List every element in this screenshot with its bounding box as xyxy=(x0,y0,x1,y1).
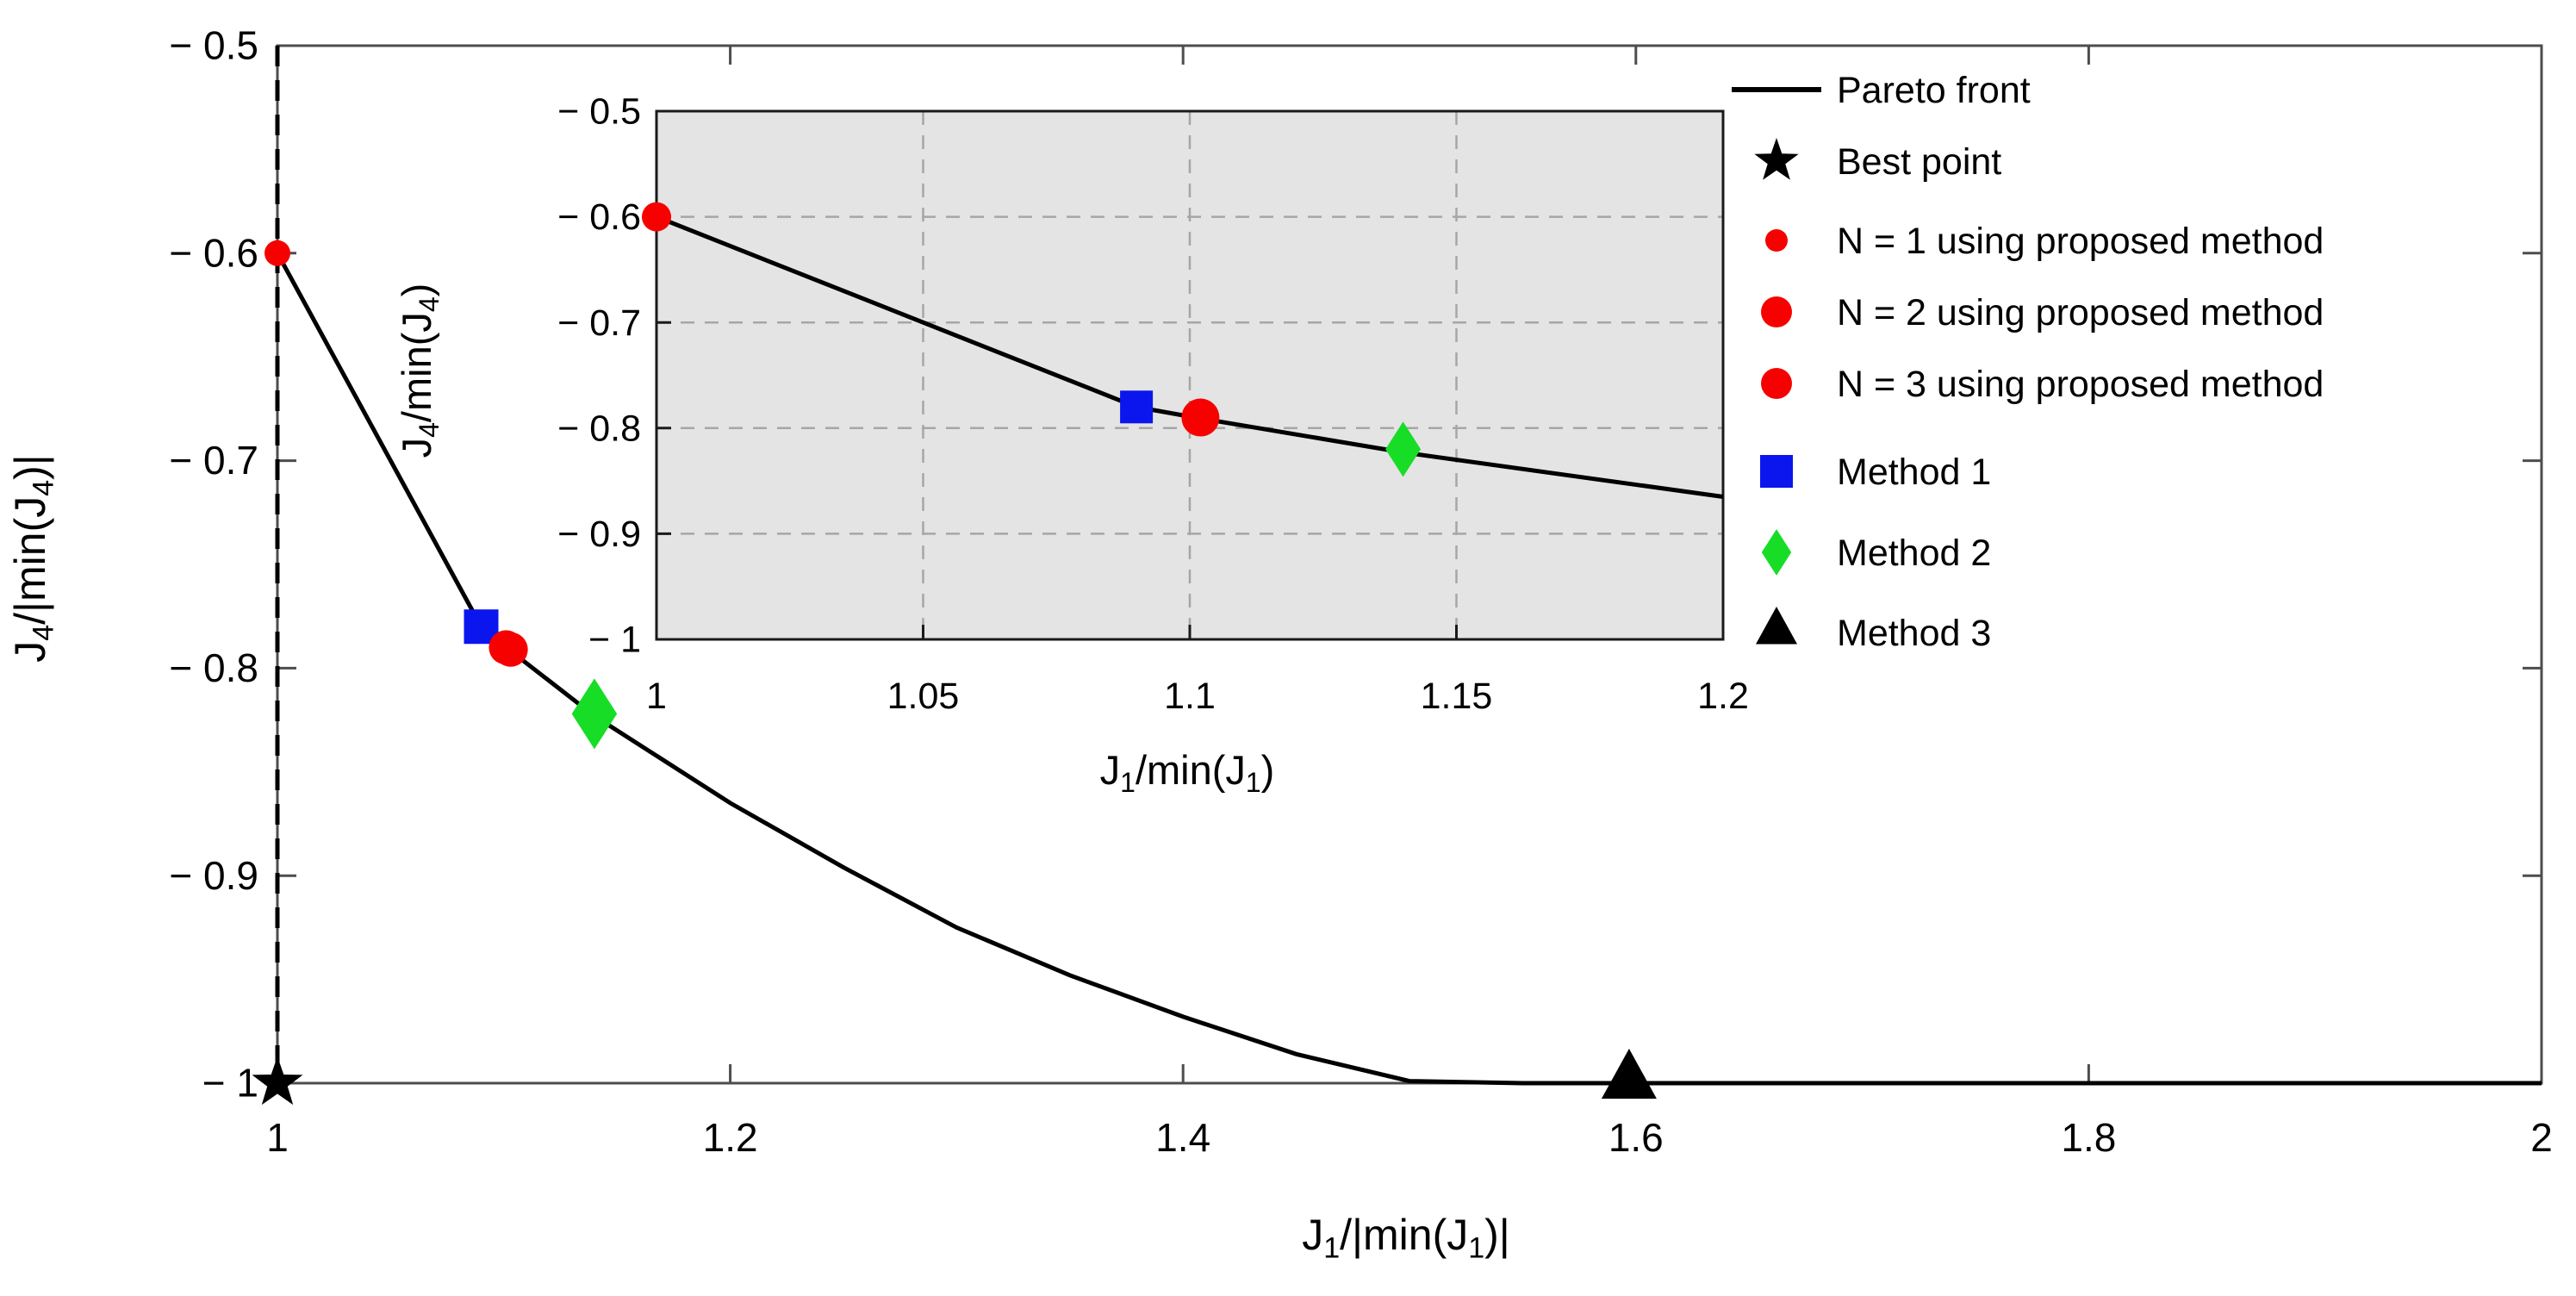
y-tick-label: − 0.5 xyxy=(169,23,258,68)
main-method-2-marker xyxy=(571,678,618,750)
legend-item-method-3: Method 3 xyxy=(1756,607,1991,654)
legend-dot-icon xyxy=(1761,368,1792,399)
inset-method-2-marker xyxy=(1385,421,1422,477)
main-y-axis-label: J4/|min(J4)| xyxy=(6,454,60,663)
legend-item-pareto-front: Pareto front xyxy=(1732,70,2031,111)
legend-item-n-2-using-proposed-method: N = 2 using proposed method xyxy=(1761,292,2324,333)
y-tick-label: − 0.9 xyxy=(557,514,641,555)
y-tick-label: − 0.9 xyxy=(169,853,258,898)
legend-dot-icon xyxy=(1765,229,1788,252)
x-tick-label: 1.05 xyxy=(887,676,960,717)
legend-label: Pareto front xyxy=(1837,70,2031,111)
inset-x-axis-label: J1/min(J1) xyxy=(1100,747,1275,798)
main-n-1-using-proposed-method-marker xyxy=(264,240,290,266)
legend-label: Method 3 xyxy=(1837,613,1991,654)
legend-item-n-1-using-proposed-method: N = 1 using proposed method xyxy=(1765,221,2324,262)
legend-item-n-3-using-proposed-method: N = 3 using proposed method xyxy=(1761,364,2324,405)
main-x-axis-label: J1/|min(J1)| xyxy=(1302,1211,1510,1265)
x-tick-label: 1.1 xyxy=(1164,676,1216,717)
main-best-point-marker xyxy=(252,1056,303,1106)
y-tick-label: − 0.7 xyxy=(557,302,641,344)
legend-label: Method 2 xyxy=(1837,533,1991,574)
main-n-3-using-proposed-method-marker xyxy=(493,632,528,667)
y-tick-label: − 0.5 xyxy=(557,91,641,133)
main-tick-labels: 1 1.2 1.4 1.6 1.8 2 − 0.5 − 0.6 − 0.7 − 0.8 − 0.9 −… xyxy=(169,23,2552,1160)
inset-n-1-using-proposed-method-marker xyxy=(642,202,671,232)
main-method-3-marker xyxy=(1601,1049,1657,1099)
legend: Pareto front Best point N = 1 using propos… xyxy=(1732,70,2324,654)
inset-plot: 1 1.05 1.1 1.15 1.2 − 0.5 − 0.6 − 0.7 − 0.8 − 0.9… xyxy=(394,91,1749,798)
x-tick-label: 1 xyxy=(646,676,667,717)
legend-label: Best point xyxy=(1837,141,2001,183)
x-tick-label: 1 xyxy=(266,1115,289,1160)
y-tick-label: − 0.6 xyxy=(557,196,641,238)
legend-diamond-icon xyxy=(1761,529,1792,576)
legend-star-icon xyxy=(1754,138,1799,180)
legend-dot-icon xyxy=(1761,296,1792,327)
legend-label: N = 3 using proposed method xyxy=(1837,364,2324,405)
legend-item-method-2: Method 2 xyxy=(1761,529,1991,576)
y-tick-label: − 0.8 xyxy=(169,645,258,690)
legend-label: N = 2 using proposed method xyxy=(1837,292,2324,333)
inset-method-1-marker xyxy=(1120,390,1154,424)
x-tick-label: 1.6 xyxy=(1608,1115,1664,1160)
main-plot: 1 1.2 1.4 1.6 1.8 2 − 0.5 − 0.6 − 0.7 − 0.8 − 0.9 −… xyxy=(6,23,2553,1265)
y-tick-label: − 1 xyxy=(202,1061,258,1106)
inset-n-2-using-proposed-method-marker xyxy=(1181,398,1220,437)
y-tick-label: − 0.7 xyxy=(169,438,258,483)
inset-y-axis-label: J4/min(J4) xyxy=(394,284,445,458)
inset-tick-labels: 1 1.05 1.1 1.15 1.2 − 0.5 − 0.6 − 0.7 − 0.8 − 0.9… xyxy=(557,91,1749,717)
legend-label: Method 1 xyxy=(1837,452,1991,493)
y-tick-label: − 0.6 xyxy=(169,230,258,275)
x-tick-label: 1.2 xyxy=(703,1115,758,1160)
legend-item-method-1: Method 1 xyxy=(1760,452,1991,493)
legend-item-best-point: Best point xyxy=(1754,138,2001,183)
x-tick-label: 1.2 xyxy=(1697,676,1749,717)
x-tick-label: 1.15 xyxy=(1421,676,1493,717)
legend-square-icon xyxy=(1760,455,1793,488)
y-tick-label: − 1 xyxy=(588,620,641,661)
legend-triangle-icon xyxy=(1756,607,1797,645)
x-tick-label: 1.4 xyxy=(1155,1115,1210,1160)
x-tick-label: 1.8 xyxy=(2061,1115,2116,1160)
x-tick-label: 2 xyxy=(2530,1115,2553,1160)
y-tick-label: − 0.8 xyxy=(557,408,641,449)
legend-label: N = 1 using proposed method xyxy=(1837,221,2324,262)
